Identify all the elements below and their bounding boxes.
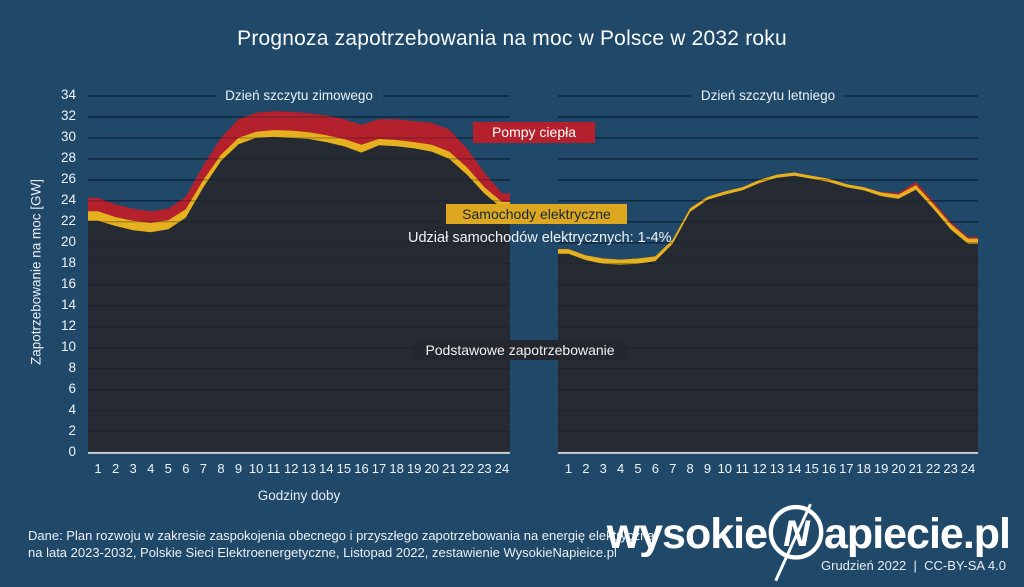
winter-x-axis-line	[88, 451, 510, 454]
x-tick-label: 5	[634, 461, 642, 476]
x-tick-label: 9	[703, 461, 712, 476]
x-tick-label: 18	[389, 461, 404, 476]
lightning-n-icon: N	[768, 503, 824, 582]
x-tick-label: 20	[891, 461, 906, 476]
x-tick-label: 21	[442, 461, 457, 476]
x-tick-label: 7	[669, 461, 677, 476]
y-tick-label: 28	[60, 149, 76, 165]
x-tick-label: 24	[960, 461, 976, 476]
x-tick-label: 17	[839, 461, 854, 476]
x-tick-label: 8	[217, 461, 225, 476]
chart-title-summer: Dzień szczytu letniego	[690, 87, 846, 104]
summer-x-axis-line	[558, 451, 978, 454]
x-tick-label: 18	[856, 461, 872, 476]
y-tick-label: 34	[60, 87, 76, 102]
summer-base-demand-area	[558, 175, 978, 453]
y-tick-label: 12	[60, 317, 76, 333]
x-tick-label: 8	[686, 461, 694, 476]
y-tick-label: 16	[60, 275, 76, 291]
x-tick-label: 3	[599, 461, 607, 476]
x-tick-label: 6	[182, 461, 190, 476]
x-axis-label: Godziny doby	[257, 488, 341, 503]
x-tick-label: 4	[147, 461, 155, 476]
y-axis-label: Zapotrzebowanie na moc [GW]	[28, 178, 44, 366]
x-tick-label: 16	[354, 461, 369, 476]
logo-text-prefix: wysokie	[606, 509, 768, 558]
y-tick-label: 22	[60, 212, 76, 228]
winter-base-demand-area	[88, 136, 510, 453]
x-tick-label: 22	[459, 461, 475, 476]
x-tick-label: 3	[129, 461, 137, 476]
x-tick-label: 20	[424, 461, 439, 476]
x-tick-label: 15	[336, 461, 352, 476]
legend-heat-pumps: Pompy ciepła	[473, 122, 595, 143]
svg-text:N: N	[783, 513, 811, 554]
x-tick-label: 14	[787, 461, 802, 476]
x-tick-label: 17	[371, 461, 387, 476]
license-note: Grudzień 2022 | CC-BY-SA 4.0	[821, 558, 1006, 573]
x-tick-label: 1	[564, 461, 573, 476]
y-tick-label: 4	[68, 401, 76, 417]
y-tick-label: 18	[60, 254, 76, 270]
x-tick-label: 2	[111, 461, 120, 476]
x-tick-label: 16	[821, 461, 837, 476]
x-tick-label: 6	[651, 461, 659, 476]
logo-text-suffix: apiecie.pl	[824, 509, 1011, 558]
x-tick-label: 15	[804, 461, 819, 476]
y-tick-label: 14	[60, 296, 76, 312]
x-tick-label: 23	[943, 461, 958, 476]
x-tick-label: 9	[234, 461, 243, 476]
page-title: Prognoza zapotrzebowania na moc w Polsce…	[237, 27, 787, 50]
x-tick-label: 24	[494, 461, 510, 476]
y-tick-label: 30	[60, 128, 76, 144]
x-tick-label: 1	[94, 461, 102, 476]
y-tick-label: 10	[60, 338, 76, 354]
y-tick-label: 24	[60, 191, 76, 207]
y-tick-label: 8	[68, 359, 76, 375]
x-tick-label: 21	[908, 461, 924, 476]
x-tick-label: 5	[164, 461, 172, 476]
x-tick-label: 4	[616, 461, 625, 476]
legend-electric-cars: Samochody elektryczne	[446, 204, 627, 224]
x-tick-label: 13	[769, 461, 785, 476]
ev-share-note: Udział samochodów elektrycznych: 1-4%	[408, 230, 672, 246]
y-tick-label: 0	[68, 443, 76, 459]
x-tick-labels-winter: 1 2 3 4 5 6 7 8 9 10 11 12 13 14 15 16 17 18 19 20 21 22 23 24	[0, 461, 1024, 477]
x-tick-label: 10	[248, 461, 264, 476]
x-tick-label: 12	[283, 461, 299, 476]
chart-title-winter: Dzień szczytu zimowego	[215, 87, 383, 104]
x-tick-label: 19	[406, 461, 422, 476]
x-tick-label: 23	[477, 461, 492, 476]
x-tick-labels-summer: 1 2 3 4 5 6 7 8 9 10 11 12 13 14 15 16 17 18 19 20 21 22 23 24	[0, 461, 1024, 477]
y-tick-label: 20	[60, 233, 76, 249]
x-tick-label: 2	[582, 461, 590, 476]
x-tick-label: 10	[717, 461, 733, 476]
source-line-2: na lata 2023-2032, Polskie Sieci Elektro…	[28, 545, 617, 560]
y-tick-label: 6	[68, 380, 76, 396]
x-tick-label: 7	[199, 461, 207, 476]
legend-base-demand: Podstawowe zapotrzebowanie	[413, 340, 627, 360]
source-line-1: Dane: Plan rozwoju w zakresie zaspokojen…	[28, 528, 655, 543]
y-tick-label: 26	[60, 170, 76, 186]
x-tick-label: 11	[266, 461, 281, 476]
x-tick-label: 12	[752, 461, 767, 476]
x-tick-label: 19	[873, 461, 889, 476]
x-tick-label: 22	[926, 461, 941, 476]
y-tick-label: 2	[68, 422, 76, 438]
x-tick-label: 11	[735, 461, 749, 476]
source-note: Dane: Plan rozwoju w zakresie zaspokojen…	[28, 527, 655, 561]
y-tick-label: 32	[60, 107, 76, 123]
x-tick-label: 14	[319, 461, 334, 476]
brand-logo: wysokie N apiecie.pl	[606, 503, 1011, 582]
x-tick-label: 13	[301, 461, 317, 476]
